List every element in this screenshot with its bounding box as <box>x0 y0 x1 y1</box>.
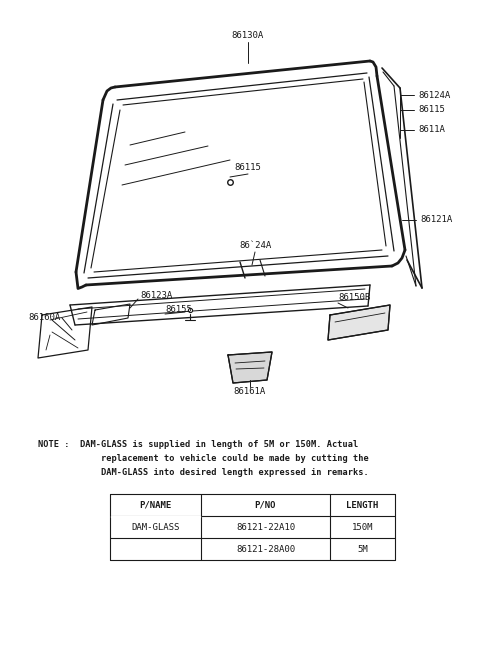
Text: 150M: 150M <box>352 522 373 532</box>
Text: replacement to vehicle could be made by cutting the: replacement to vehicle could be made by … <box>38 454 369 463</box>
Text: 86121-22A10: 86121-22A10 <box>236 522 295 532</box>
Text: 86161A: 86161A <box>234 388 266 397</box>
Text: DAM-GLASS: DAM-GLASS <box>131 522 180 532</box>
Text: NOTE :  DAM-GLASS is supplied in length of 5M or 150M. Actual: NOTE : DAM-GLASS is supplied in length o… <box>38 440 358 449</box>
Text: P/NAME: P/NAME <box>139 501 171 509</box>
Text: P/NO: P/NO <box>255 501 276 509</box>
Text: 86150B: 86150B <box>338 294 370 302</box>
Text: 86121-28A00: 86121-28A00 <box>236 545 295 553</box>
Text: 86130A: 86130A <box>232 30 264 39</box>
Polygon shape <box>328 305 390 340</box>
Text: 5M: 5M <box>357 545 368 553</box>
Text: 86155: 86155 <box>165 306 192 315</box>
Text: 86124A: 86124A <box>418 91 450 99</box>
Text: DAM-GLASS into desired length expressed in remarks.: DAM-GLASS into desired length expressed … <box>38 468 369 477</box>
Text: 86123A: 86123A <box>140 290 172 300</box>
Text: 86115: 86115 <box>418 106 445 114</box>
Text: 86160A: 86160A <box>28 313 60 323</box>
Text: 86`24A: 86`24A <box>239 240 271 250</box>
Text: 86115: 86115 <box>235 164 262 173</box>
Polygon shape <box>228 352 272 383</box>
Text: LENGTH: LENGTH <box>347 501 379 509</box>
Text: 8611A: 8611A <box>418 125 445 135</box>
Text: 86121A: 86121A <box>420 215 452 225</box>
